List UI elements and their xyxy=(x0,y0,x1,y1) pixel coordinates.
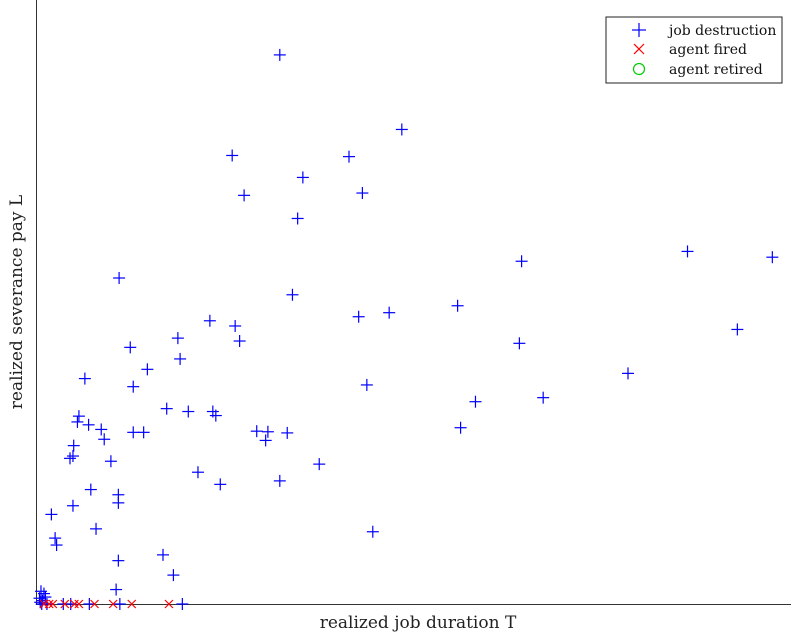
point-job-destruction-42 xyxy=(261,425,274,438)
point-job-destruction-17 xyxy=(229,319,242,332)
point-agent-fired-1 xyxy=(44,599,54,609)
point-job-destruction-48 xyxy=(66,450,79,463)
point-job-destruction-36 xyxy=(71,415,84,428)
point-job-destruction-60 xyxy=(90,522,103,535)
legend-label: agent retired xyxy=(669,62,763,78)
point-job-destruction-66 xyxy=(167,569,180,582)
point-job-destruction-75 xyxy=(35,598,48,610)
point-job-destruction-27 xyxy=(621,367,634,380)
point-job-destruction-10 xyxy=(681,245,694,258)
point-job-destruction-32 xyxy=(182,405,195,418)
point-job-destruction-73 xyxy=(34,596,47,609)
point-job-destruction-22 xyxy=(731,323,744,336)
point-job-destruction-37 xyxy=(82,418,95,431)
point-job-destruction-35 xyxy=(72,410,85,423)
point-job-destruction-4 xyxy=(296,171,309,184)
point-job-destruction-62 xyxy=(366,525,379,538)
point-job-destruction-15 xyxy=(352,310,365,323)
point-job-destruction-46 xyxy=(259,434,272,447)
point-job-destruction-47 xyxy=(67,439,80,452)
point-job-destruction-58 xyxy=(112,496,125,509)
point-agent-fired-5 xyxy=(74,599,84,609)
point-job-destruction-50 xyxy=(63,452,76,465)
point-agent-fired-3 xyxy=(60,599,70,609)
point-job-destruction-31 xyxy=(160,402,173,415)
point-job-destruction-21 xyxy=(513,337,526,350)
legend-label: agent fired xyxy=(669,42,747,58)
legend-box xyxy=(605,16,783,84)
point-job-destruction-19 xyxy=(233,335,246,348)
x-axis-title: realized job duration T xyxy=(320,613,517,633)
point-job-destruction-49 xyxy=(104,455,117,468)
point-job-destruction-5 xyxy=(238,189,251,202)
point-job-destruction-78 xyxy=(83,598,96,610)
point-job-destruction-52 xyxy=(191,466,204,479)
point-job-destruction-51 xyxy=(313,458,326,471)
point-job-destruction-18 xyxy=(171,332,184,345)
point-job-destruction-53 xyxy=(214,478,227,491)
legend: job destruction agent fired agent retire… xyxy=(605,16,783,84)
point-agent-fired-7 xyxy=(108,599,118,609)
point-job-destruction-43 xyxy=(281,426,294,439)
point-job-destruction-30 xyxy=(537,391,550,404)
point-job-destruction-63 xyxy=(50,539,63,552)
point-job-destruction-26 xyxy=(127,380,140,393)
point-job-destruction-3 xyxy=(342,150,355,163)
point-job-destruction-9 xyxy=(515,255,528,268)
point-agent-fired-2 xyxy=(48,599,58,609)
point-job-destruction-64 xyxy=(156,548,169,561)
point-job-destruction-8 xyxy=(113,272,126,285)
legend-label: job destruction xyxy=(667,23,776,39)
point-job-destruction-29 xyxy=(469,395,482,408)
legend-item-job-destruction: job destruction xyxy=(632,23,776,39)
point-job-destruction-45 xyxy=(98,433,111,446)
point-job-destruction-13 xyxy=(451,299,464,312)
point-job-destruction-39 xyxy=(127,426,140,439)
point-job-destruction-40 xyxy=(137,426,150,439)
circle-marker-icon xyxy=(632,62,646,76)
plot-area xyxy=(33,48,779,610)
point-job-destruction-80 xyxy=(176,598,189,610)
point-job-destruction-61 xyxy=(49,532,62,545)
point-job-destruction-25 xyxy=(78,372,91,385)
point-job-destruction-38 xyxy=(95,423,108,436)
point-job-destruction-59 xyxy=(45,508,58,521)
point-job-destruction-54 xyxy=(273,474,286,487)
point-job-destruction-14 xyxy=(383,306,396,319)
point-job-destruction-41 xyxy=(250,425,263,438)
legend-item-agent-retired: agent retired xyxy=(632,62,763,78)
point-job-destruction-67 xyxy=(110,583,123,596)
point-agent-fired-4 xyxy=(70,599,79,609)
point-job-destruction-28 xyxy=(360,378,373,391)
legend-item-agent-fired: agent fired xyxy=(633,42,747,58)
point-job-destruction-34 xyxy=(209,409,222,422)
point-job-destruction-7 xyxy=(291,212,304,225)
point-job-destruction-11 xyxy=(766,251,779,264)
point-job-destruction-0 xyxy=(273,48,286,61)
point-job-destruction-24 xyxy=(141,363,154,376)
point-job-destruction-65 xyxy=(112,554,125,567)
axes xyxy=(36,0,791,605)
point-job-destruction-16 xyxy=(203,314,216,327)
point-job-destruction-1 xyxy=(395,123,408,136)
y-axis-title: realized severance pay L xyxy=(7,195,27,409)
x-marker-icon xyxy=(633,43,645,55)
point-job-destruction-23 xyxy=(174,352,187,365)
point-job-destruction-12 xyxy=(286,288,299,301)
point-job-destruction-2 xyxy=(226,149,239,162)
point-job-destruction-79 xyxy=(113,598,126,610)
point-agent-fired-8 xyxy=(127,599,137,609)
point-agent-fired-6 xyxy=(90,599,99,609)
plus-marker-icon xyxy=(632,23,646,37)
point-job-destruction-44 xyxy=(454,421,467,434)
point-job-destruction-57 xyxy=(66,499,79,512)
point-job-destruction-55 xyxy=(84,483,97,496)
point-job-destruction-20 xyxy=(124,341,137,354)
point-job-destruction-6 xyxy=(356,187,369,200)
point-agent-fired-9 xyxy=(164,599,174,609)
